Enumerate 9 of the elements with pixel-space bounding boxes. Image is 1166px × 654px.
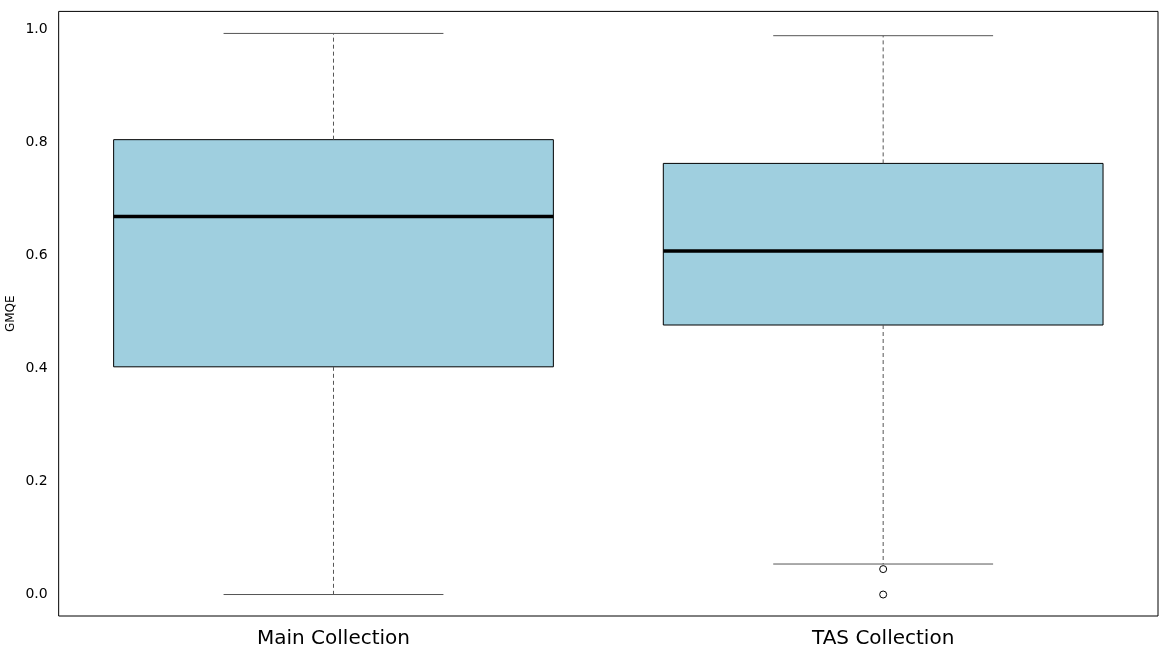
x-tick-label: Main Collection [256, 625, 411, 650]
y-tick-label: 0.2 [25, 472, 48, 489]
y-tick-label: 0.4 [25, 359, 48, 376]
y-tick-label: 1.0 [25, 20, 48, 37]
y-axis-title: GMQE [3, 295, 18, 333]
x-tick-label: TAS Collection [811, 625, 955, 650]
y-tick-label: 0.8 [25, 133, 48, 150]
y-tick-label: 0.6 [25, 246, 48, 263]
y-tick-label: 0.0 [25, 585, 48, 602]
